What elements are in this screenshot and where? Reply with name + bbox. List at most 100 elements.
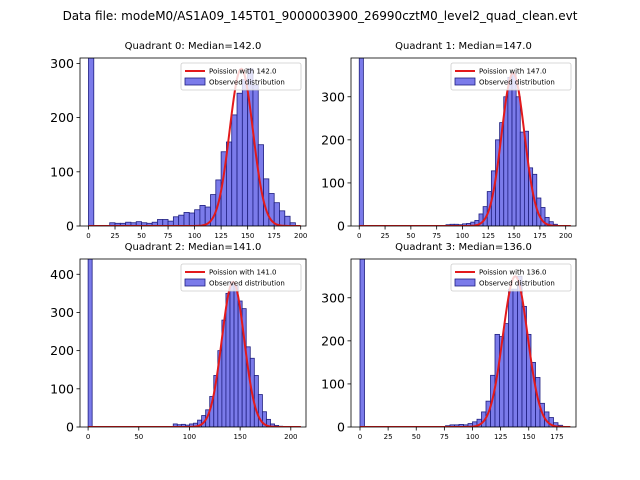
legend-bar-swatch bbox=[184, 278, 206, 287]
panel-quadrant-3: Quadrant 3: Median=136.0 0 25 50 75 100 125 150… bbox=[321, 242, 577, 441]
legend: Poission with 141.0 Observed distribution bbox=[180, 263, 302, 292]
histogram-bar bbox=[266, 418, 271, 427]
y-tick-label: 300 bbox=[321, 290, 345, 305]
x-tick-label: 175 bbox=[533, 232, 546, 240]
histogram-bar bbox=[358, 58, 364, 226]
histogram-bar bbox=[253, 375, 259, 427]
x-tick-label: 100 bbox=[466, 433, 479, 441]
legend-bar-label: Observed distribution bbox=[479, 280, 555, 288]
legend-bar-swatch bbox=[454, 77, 476, 86]
y-tick-label: 200 bbox=[321, 333, 345, 348]
y-tick-label: 0 bbox=[337, 420, 345, 435]
y-tick-label: 0 bbox=[337, 219, 345, 234]
y-tick-label: 100 bbox=[321, 376, 345, 391]
x-tick-label: 125 bbox=[214, 232, 227, 240]
axes-frame bbox=[350, 57, 577, 227]
legend-line-label: Poission with 136.0 bbox=[479, 269, 547, 277]
legend-bar-swatch bbox=[454, 278, 476, 287]
panel-title: Quadrant 3: Median=136.0 bbox=[395, 242, 532, 253]
histogram-bar bbox=[508, 288, 514, 427]
x-tick-label: 100 bbox=[456, 232, 469, 240]
legend-line-label: Poission with 142.0 bbox=[209, 68, 277, 76]
histogram-bar bbox=[507, 76, 513, 226]
panel-quadrant-0: Quadrant 0: Median=142.0 0 25 50 75 100 125 150… bbox=[50, 41, 307, 240]
histogram-bar bbox=[359, 259, 365, 427]
y-tick-label: 200 bbox=[50, 110, 74, 125]
histogram-bar bbox=[515, 96, 521, 226]
panel-title: Quadrant 1: Median=147.0 bbox=[395, 41, 532, 52]
y-tick-label: 100 bbox=[50, 381, 74, 396]
histogram-bar bbox=[172, 216, 180, 226]
x-tick-label: 175 bbox=[550, 433, 563, 441]
x-tick-label: 100 bbox=[183, 433, 196, 441]
legend-line-label: Poission with 147.0 bbox=[479, 68, 547, 76]
histogram-bar bbox=[87, 259, 93, 427]
x-tick-label: 25 bbox=[111, 232, 120, 240]
histogram-bar bbox=[194, 209, 201, 226]
y-tick-label: 200 bbox=[50, 343, 74, 358]
panel-quadrant-1: Quadrant 1: Median=147.0 0 25 50 75 100 125 150… bbox=[321, 41, 577, 240]
legend: Poission with 136.0 Observed distribution bbox=[450, 263, 572, 292]
x-tick-label: 125 bbox=[482, 232, 495, 240]
legend-box bbox=[450, 263, 572, 292]
histogram-bar bbox=[503, 323, 509, 427]
axes-frame bbox=[79, 258, 307, 428]
x-tick-label: 125 bbox=[494, 433, 507, 441]
panel-quadrant-2: Quadrant 2: Median=141.0 0 50 100 150 200 0 100… bbox=[50, 242, 307, 441]
histogram-bar bbox=[519, 131, 525, 226]
histogram-bar bbox=[183, 212, 190, 226]
y-tick-label: 0 bbox=[66, 420, 74, 435]
y-tick-label: 100 bbox=[50, 164, 74, 179]
legend-bar-label: Observed distribution bbox=[209, 280, 285, 288]
x-tick-label: 175 bbox=[267, 232, 280, 240]
x-tick-label: 100 bbox=[188, 232, 201, 240]
legend: Poission with 142.0 Observed distribution bbox=[180, 62, 302, 91]
legend: Poission with 147.0 Observed distribution bbox=[450, 62, 572, 91]
x-tick-label: 75 bbox=[432, 232, 441, 240]
histogram-bar bbox=[512, 288, 518, 427]
x-tick-label: 0 bbox=[358, 433, 362, 441]
histogram-bar bbox=[233, 285, 239, 427]
legend-bar-label: Observed distribution bbox=[479, 79, 555, 87]
histogram-bar bbox=[188, 212, 195, 226]
x-tick-label: 0 bbox=[86, 433, 90, 441]
x-tick-label: 200 bbox=[559, 232, 572, 240]
x-tick-label: 50 bbox=[134, 433, 143, 441]
x-tick-label: 25 bbox=[384, 433, 393, 441]
x-tick-label: 0 bbox=[86, 232, 90, 240]
x-tick-label: 25 bbox=[381, 232, 390, 240]
panel-title: Quadrant 0: Median=142.0 bbox=[125, 41, 262, 52]
figure-title: Data file: modeM0/AS1A09_145T01_90000039… bbox=[63, 9, 578, 23]
histogram-bar bbox=[178, 214, 185, 226]
x-tick-label: 150 bbox=[241, 232, 254, 240]
x-tick-label: 150 bbox=[233, 433, 246, 441]
x-tick-label: 0 bbox=[357, 232, 361, 240]
legend-box bbox=[180, 263, 302, 292]
histogram-bar bbox=[225, 292, 231, 427]
legend-box bbox=[450, 62, 572, 91]
histogram-bar bbox=[279, 210, 286, 226]
axes-frame bbox=[79, 57, 307, 227]
y-tick-label: 100 bbox=[321, 175, 345, 190]
y-tick-label: 300 bbox=[50, 56, 74, 71]
y-tick-label: 300 bbox=[321, 89, 345, 104]
legend-line-label: Poission with 141.0 bbox=[209, 269, 277, 277]
histogram-bar bbox=[236, 92, 243, 226]
y-tick-label: 300 bbox=[50, 305, 74, 320]
y-tick-label: 0 bbox=[66, 219, 74, 234]
histogram-bar bbox=[231, 114, 238, 226]
x-tick-label: 150 bbox=[522, 433, 535, 441]
histogram-bar bbox=[511, 72, 517, 226]
x-tick-label: 50 bbox=[406, 232, 415, 240]
plot-area bbox=[359, 259, 571, 427]
legend-bar-swatch bbox=[184, 77, 206, 86]
panel-title: Quadrant 2: Median=141.0 bbox=[125, 242, 262, 253]
histogram-bar bbox=[88, 58, 95, 226]
legend-box bbox=[180, 62, 302, 91]
x-tick-label: 75 bbox=[164, 232, 173, 240]
x-tick-label: 75 bbox=[440, 433, 449, 441]
x-tick-label: 200 bbox=[284, 433, 297, 441]
x-tick-label: 200 bbox=[294, 232, 307, 240]
y-tick-label: 200 bbox=[321, 132, 345, 147]
